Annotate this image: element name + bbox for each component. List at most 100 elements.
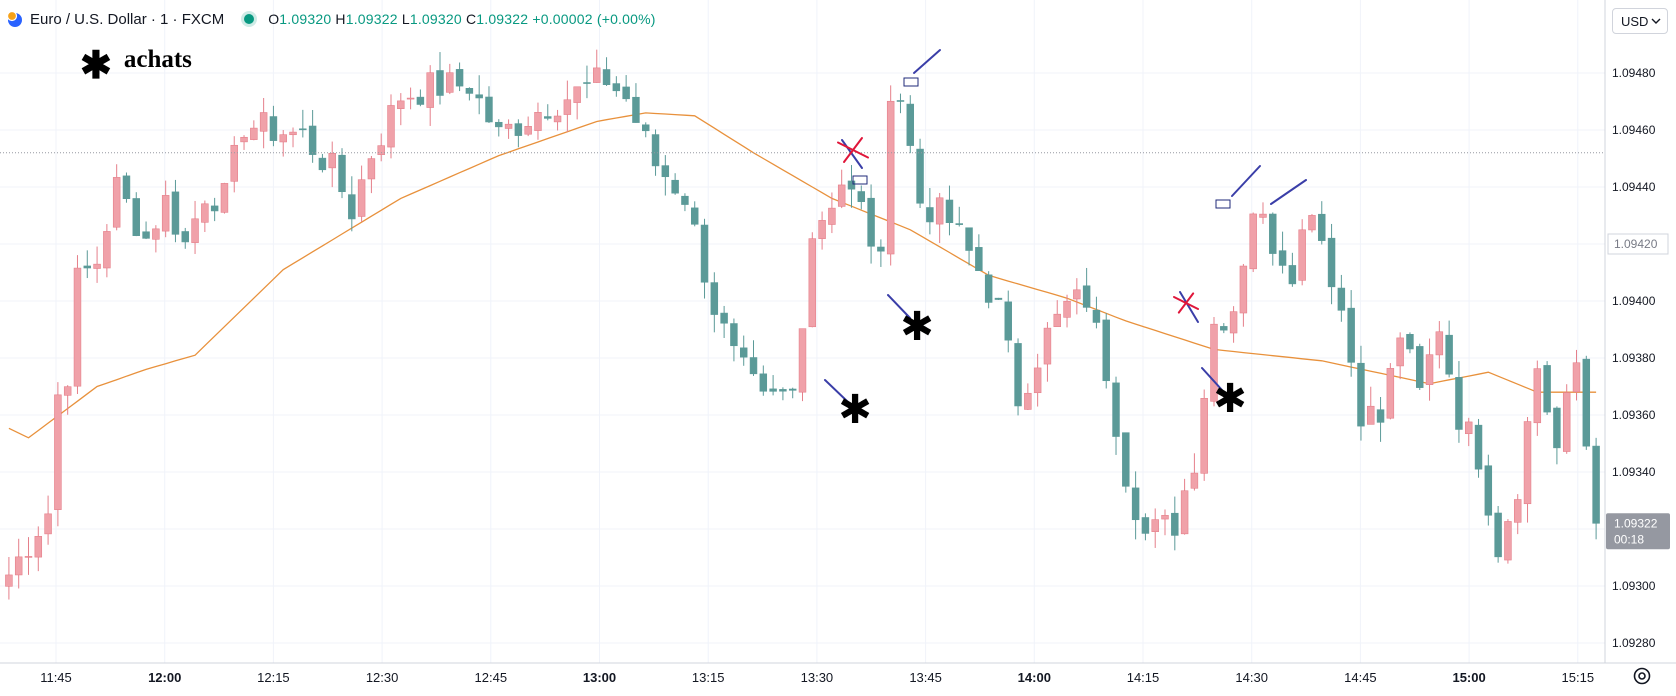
market-status-icon[interactable] [244, 14, 255, 24]
candle-body [338, 154, 346, 193]
candle-body [201, 203, 209, 223]
low-value: 1.09320 [409, 11, 462, 27]
moving-average-series [8, 112, 1597, 439]
candle-body [485, 96, 493, 123]
last-price-label: 1.09322 [1614, 516, 1658, 530]
open-label: O [268, 11, 280, 27]
candle-body [1259, 213, 1267, 218]
x-tick-label: 13:30 [801, 670, 834, 685]
buy-asterisk-mark: ✱ [900, 304, 934, 350]
price-badges: 1.09420 1.09322 00:18 [1606, 233, 1670, 550]
time-axis[interactable]: 11:45 12:00 12:15 12:30 12:45 13:00 13:15 13:30… [40, 670, 1594, 685]
candle-body [524, 126, 532, 135]
euro-dollar-symbol-icon [6, 10, 22, 27]
symbol-title[interactable]: Euro / U.S. Dollar · 1 · FXCM [30, 10, 225, 28]
candle-body [191, 218, 199, 243]
x-tick-label: 11:45 [40, 670, 72, 685]
candle-body [1592, 445, 1600, 524]
target-box [1215, 199, 1231, 209]
candle-body [1043, 327, 1052, 365]
candle-body [152, 228, 160, 240]
currency-button[interactable]: USD [1612, 8, 1668, 34]
candle-body [1014, 343, 1022, 407]
candle-body [1406, 334, 1414, 350]
candle-body [730, 323, 738, 347]
candle-body [671, 179, 679, 194]
buy-asterisk-mark: ✱ [838, 387, 872, 433]
chart-header: Euro / U.S. Dollar · 1 · FXCM O1.09320 H… [6, 8, 656, 30]
price-axis[interactable]: 1.09480 1.09460 1.09440 1.09420 1.09400 1.093… [1612, 66, 1656, 650]
candle-body [426, 72, 434, 108]
candle-body [837, 184, 846, 207]
x-tick-label: 14:45 [1344, 670, 1377, 685]
candle-body [308, 125, 317, 155]
candle-body [1004, 301, 1012, 341]
low-label: L [401, 11, 410, 27]
candle-body [495, 121, 503, 128]
candle-body [1092, 309, 1101, 323]
moving-average-line [8, 112, 1597, 439]
candle-body [1308, 215, 1316, 231]
x-tick-label: 12:30 [366, 670, 399, 685]
candle-body [1513, 499, 1522, 523]
x-tick-label: 14:15 [1127, 670, 1160, 685]
candle-body [1562, 392, 1571, 452]
candle-body [612, 83, 621, 92]
candle-body [1465, 421, 1473, 435]
candle-body [24, 556, 33, 558]
candle-body [1180, 490, 1189, 535]
gear-icon[interactable] [1631, 665, 1653, 687]
candle-body [1484, 465, 1493, 516]
x-tick-label: 14:00 [1018, 670, 1051, 685]
y-tick-label: 1.09300 [1612, 579, 1656, 593]
chevron-down-icon [1651, 18, 1661, 24]
candle-body [1376, 409, 1385, 423]
candle-body [1082, 285, 1091, 308]
candle-body [122, 175, 131, 200]
candle-body [220, 183, 229, 213]
candle-body [994, 297, 1003, 300]
candle-body [955, 223, 963, 225]
candle-body [749, 357, 758, 375]
x-tick-label: 15:15 [1562, 670, 1595, 685]
candle-body [171, 191, 180, 235]
candle-body [112, 177, 121, 228]
candle-body [142, 231, 150, 239]
y-tick-label: 1.09340 [1612, 465, 1656, 479]
candle-body [1523, 421, 1532, 505]
x-tick-label: 13:00 [583, 670, 616, 685]
last-price-badge [1606, 513, 1670, 550]
candle-body [377, 145, 385, 155]
candle-body [1063, 300, 1071, 318]
candle-body [553, 115, 562, 123]
candle-body [720, 312, 728, 324]
candle-body [1543, 365, 1551, 413]
target-line [1231, 165, 1261, 197]
candle-body [289, 131, 297, 136]
candle-body [1494, 512, 1502, 558]
candle-body [465, 88, 474, 94]
candle-body [406, 97, 415, 100]
candle-body [700, 224, 709, 283]
candle-body [1337, 287, 1346, 311]
buy-arrow-line [1201, 367, 1223, 391]
candle-body [563, 99, 572, 115]
candle-body [250, 127, 258, 140]
candle-body [1220, 326, 1228, 331]
candle-body [1445, 334, 1453, 375]
candle-body [1131, 487, 1140, 521]
candle-body [299, 128, 307, 131]
candle-body [1278, 250, 1287, 266]
candle-body [1504, 521, 1512, 561]
candle-body [1249, 213, 1257, 270]
y-tick-label: 1.09280 [1612, 636, 1656, 650]
candle-body [759, 373, 768, 392]
candle-body [1112, 382, 1120, 437]
candle-body [1053, 313, 1061, 328]
candle-body [769, 388, 777, 392]
close-label: C [465, 11, 477, 27]
candle-body [1141, 517, 1150, 534]
stop-cross-mark [843, 137, 863, 163]
candle-body [1347, 307, 1355, 363]
